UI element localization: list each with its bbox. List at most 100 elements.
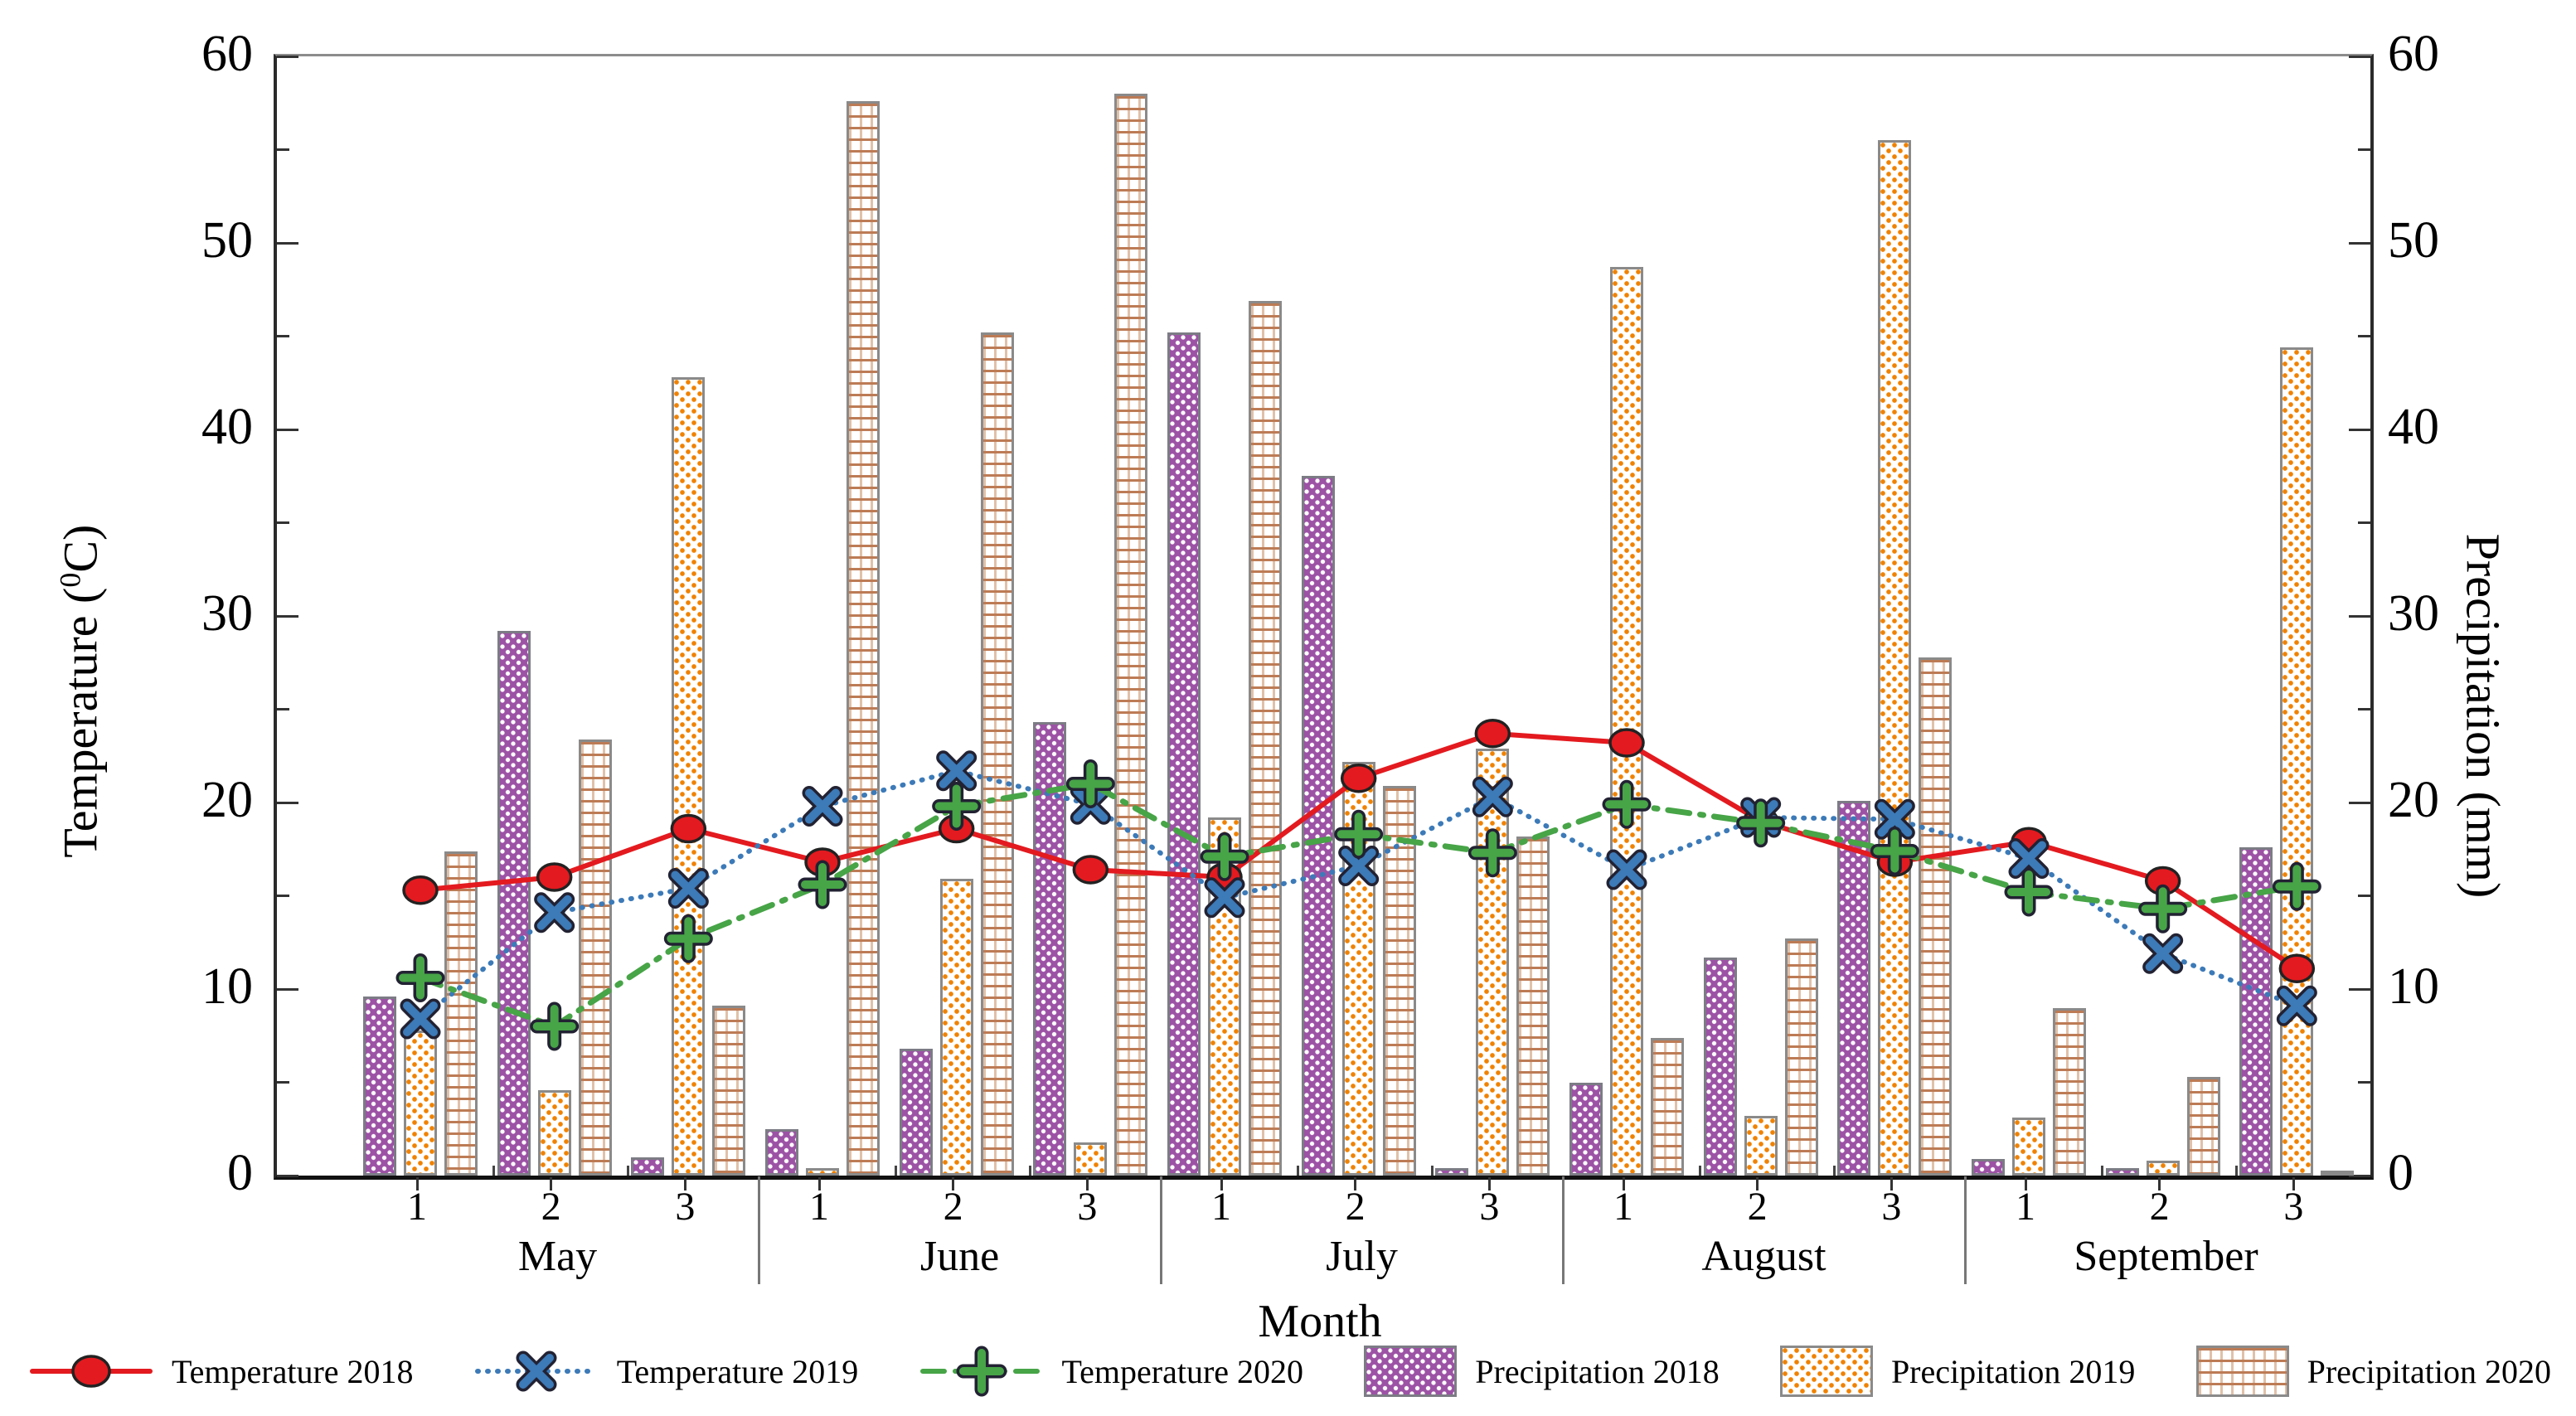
legend-marker-x [474, 1351, 598, 1392]
precip-bar-precipitation-2020 [712, 1006, 746, 1176]
y-left-title-sup: 0 [53, 572, 87, 588]
x-period-tick [1085, 1177, 1089, 1191]
y-right-tick-label: 20 [2388, 772, 2439, 828]
x-period-tick [1890, 1177, 1893, 1191]
x-period-tick [817, 1177, 821, 1191]
precip-bar-precipitation-2020 [1651, 1037, 1684, 1176]
x-period-tick [550, 1177, 553, 1191]
circle-marker [1340, 764, 1377, 793]
legend-label: Precipitation 2020 [2307, 1352, 2551, 1390]
x-period-label: 2 [541, 1185, 561, 1229]
x-marker [2142, 933, 2184, 974]
y-left-title-post: C) [53, 524, 108, 573]
x-period-tick [952, 1177, 955, 1191]
precip-bar-precipitation-2019 [672, 377, 706, 1176]
cluster-boundary-tick [2101, 1166, 2104, 1176]
x-period-label: 3 [1077, 1185, 1098, 1229]
plus-marker [798, 860, 847, 909]
y-right-tick-label: 30 [2388, 585, 2439, 642]
precip-bar-precipitation-2018 [765, 1128, 798, 1176]
x-marker [1472, 776, 1513, 817]
precip-bar-precipitation-2019 [939, 879, 973, 1176]
precip-bar-precipitation-2019 [2280, 347, 2314, 1176]
precip-bar-precipitation-2019 [1610, 267, 1643, 1176]
y-left-major-tick [277, 428, 298, 431]
legend-label: Temperature 2019 [616, 1352, 859, 1390]
y-right-minor-tick [2358, 708, 2370, 710]
x-period-label: 2 [2149, 1185, 2170, 1229]
y-right-major-tick [2349, 987, 2370, 991]
precip-bar-precipitation-2020 [2053, 1007, 2086, 1176]
y-left-minor-tick [277, 895, 289, 897]
temperature-lines-layer [395, 719, 2321, 1051]
month-separator [757, 1176, 760, 1284]
plus-marker [1870, 827, 1919, 875]
precip-bar-precipitation-2020 [1784, 938, 1818, 1176]
precip-bar-precipitation-2018 [1301, 476, 1335, 1176]
y-right-minor-tick [2358, 521, 2370, 524]
legend-marker-circle [30, 1355, 153, 1388]
y-right-tick-label: 10 [2388, 958, 2439, 1015]
x-period-label: 3 [1881, 1185, 1902, 1229]
precip-bar-precipitation-2018 [2239, 847, 2273, 1176]
y-left-tick-label: 60 [201, 26, 253, 82]
x-axis-title: Month [1258, 1296, 1382, 1347]
precip-bar-precipitation-2020 [2186, 1076, 2220, 1176]
x-marker [1338, 846, 1380, 886]
precip-bar-precipitation-2018 [497, 631, 531, 1176]
y-left-major-tick [277, 1174, 298, 1177]
precip-bar-precipitation-2020 [1114, 94, 1148, 1176]
y-axis-left-title: Temperature (0C) [52, 401, 108, 982]
legend-swatch-orange-dots [1779, 1346, 1873, 1397]
precip-bar-precipitation-2020 [578, 739, 612, 1176]
y-right-tick-label: 0 [2388, 1145, 2413, 1201]
y-left-major-tick [277, 801, 298, 804]
plus-marker [2004, 867, 2054, 917]
precip-bar-precipitation-2018 [363, 997, 396, 1176]
cluster-boundary-tick [1832, 1166, 1836, 1176]
x-period-label: 2 [1747, 1185, 1768, 1229]
y-left-major-tick [277, 987, 298, 991]
legend: Temperature 2018 Temperature 2019 Temperat… [0, 1341, 2576, 1401]
circle-marker [1608, 728, 1645, 758]
precip-bar-precipitation-2019 [537, 1089, 571, 1176]
x-marker [534, 892, 575, 933]
precip-bar-precipitation-2018 [1703, 957, 1737, 1176]
plus-marker [530, 1001, 580, 1051]
cluster-boundary-tick [1430, 1166, 1434, 1176]
plus-marker [2138, 884, 2188, 933]
x-month-label: August [1701, 1233, 1826, 1280]
y-left-tick-label: 40 [201, 399, 253, 455]
x-marker [2008, 838, 2050, 879]
y-left-tick-label: 30 [201, 585, 253, 642]
x-period-tick [1354, 1177, 1357, 1191]
x-month-label: September [2074, 1233, 2258, 1280]
y-right-minor-tick [2358, 1081, 2370, 1084]
precip-bar-precipitation-2020 [1249, 300, 1282, 1176]
precip-bar-precipitation-2020 [444, 851, 478, 1176]
x-period-tick [2024, 1177, 2027, 1191]
legend-marker-plus [919, 1346, 1043, 1397]
x-marker [1606, 849, 1647, 890]
x-marker [1874, 798, 1915, 840]
cluster-boundary-tick [895, 1166, 898, 1176]
x-period-label: 1 [407, 1185, 427, 1229]
y-right-minor-tick [2358, 335, 2370, 337]
month-separator [1561, 1176, 1565, 1284]
cluster-boundary-tick [1699, 1166, 1702, 1176]
x-period-tick [2292, 1177, 2295, 1191]
y-right-tick-label: 40 [2388, 399, 2439, 455]
y-left-minor-tick [277, 335, 289, 337]
circle-marker [1072, 855, 1109, 885]
y-right-major-tick [2349, 801, 2370, 804]
precip-bar-precipitation-2020 [1919, 657, 1953, 1176]
plus-marker [2272, 861, 2321, 911]
cluster-boundary-tick [2234, 1166, 2238, 1176]
precip-bar-precipitation-2019 [2146, 1161, 2180, 1176]
y-left-minor-tick [277, 521, 289, 524]
legend-item-temperature-2018: Temperature 2018 [29, 1341, 414, 1401]
y-left-tick-label: 20 [201, 772, 253, 828]
precip-bar-precipitation-2019 [806, 1168, 839, 1176]
precip-bar-precipitation-2018 [2105, 1168, 2139, 1176]
